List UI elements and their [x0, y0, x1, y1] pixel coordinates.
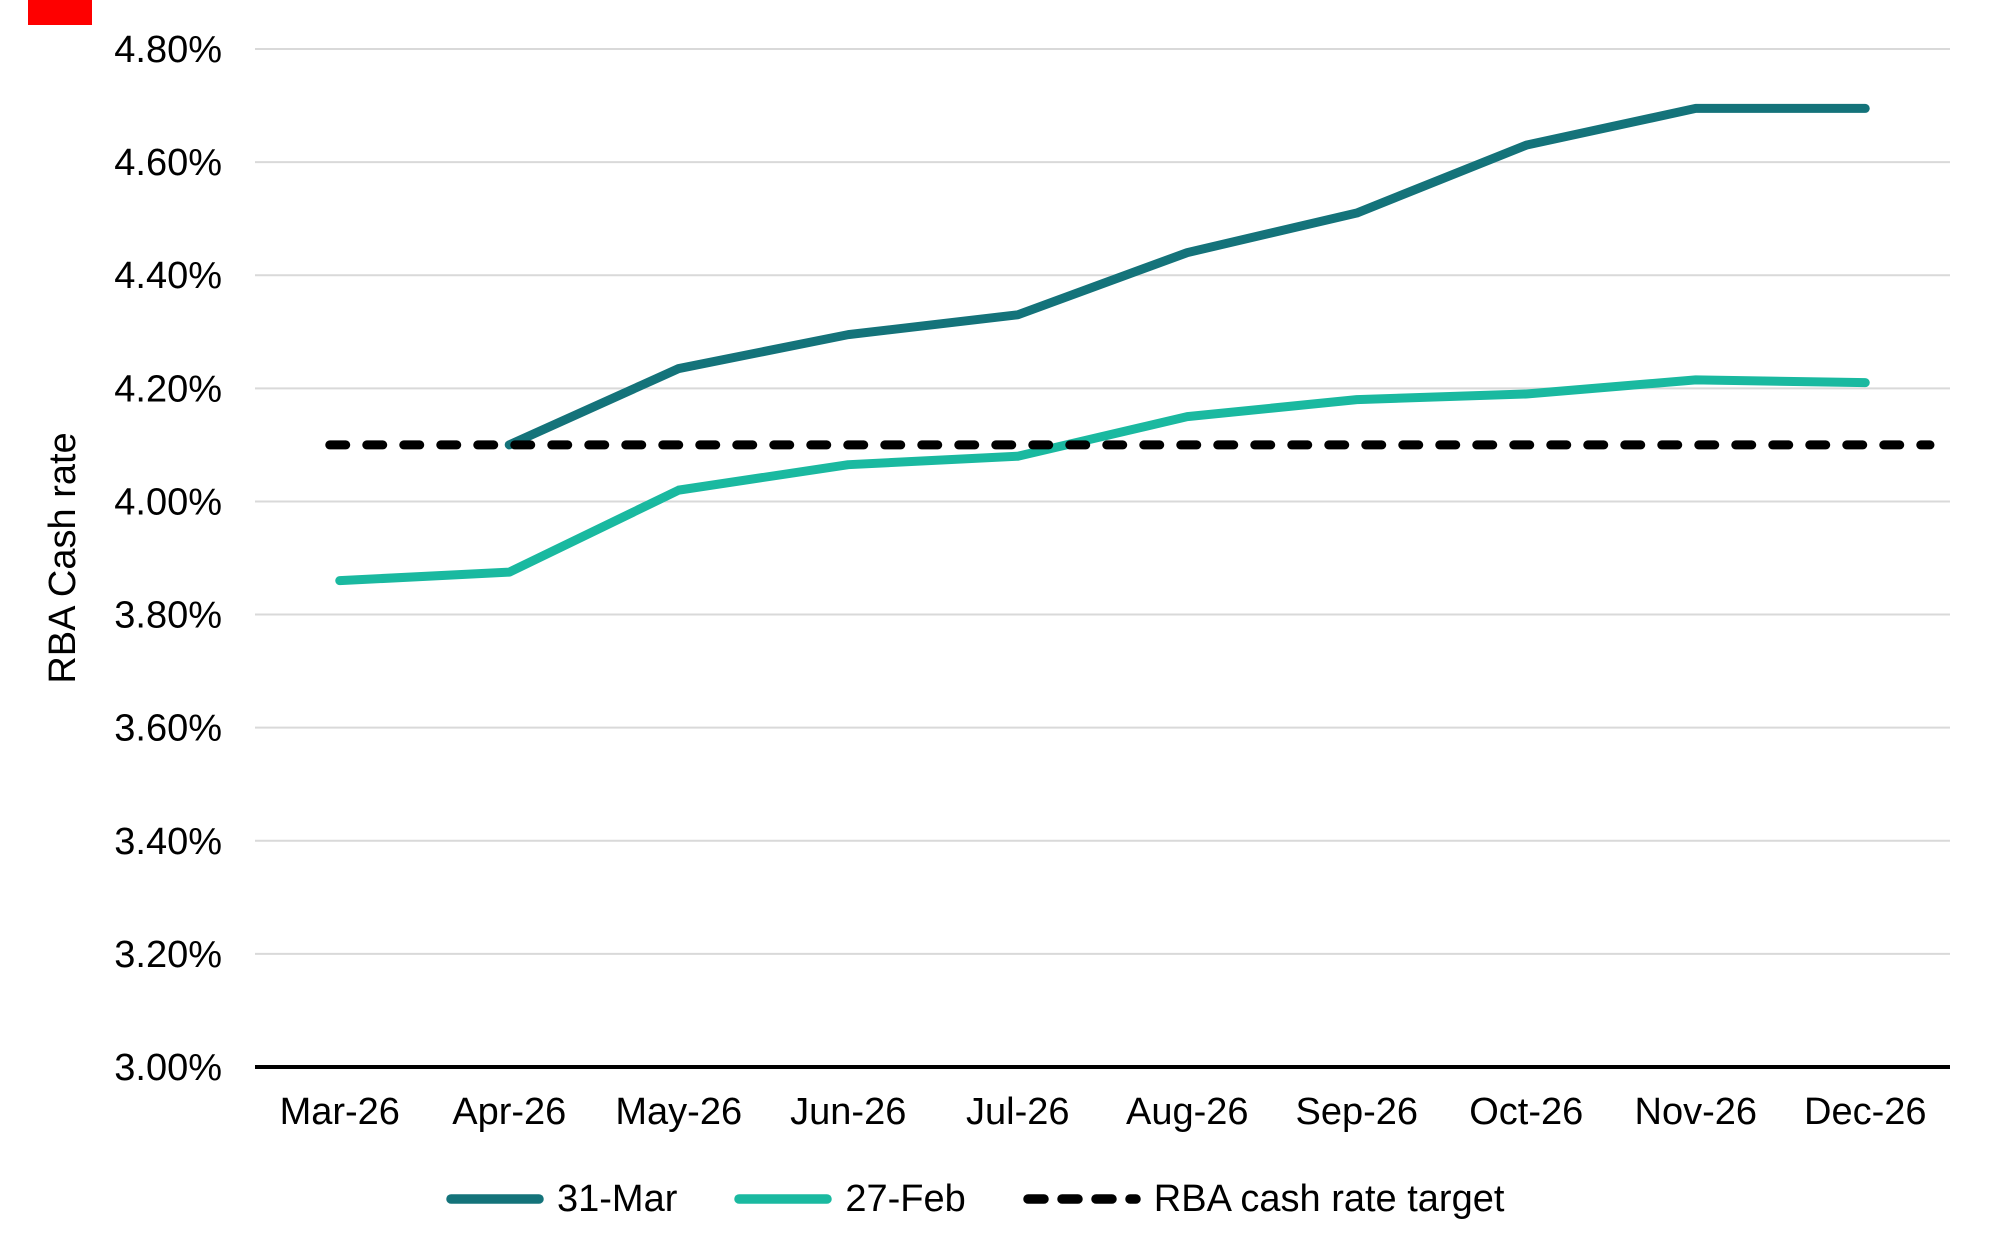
- y-tick-label: 4.20%: [114, 368, 222, 410]
- y-tick-label: 4.40%: [114, 255, 222, 297]
- x-tick-label: Jun-26: [790, 1091, 906, 1133]
- x-tick-label: Dec-26: [1804, 1091, 1927, 1133]
- y-tick-label: 3.40%: [114, 821, 222, 863]
- y-tick-label: 4.80%: [114, 29, 222, 71]
- x-tick-label: Sep-26: [1295, 1091, 1418, 1133]
- series-line-31-Mar: [504, 103, 1870, 450]
- legend-label: RBA cash rate target: [1153, 1178, 1505, 1220]
- axis-labels: 3.00% 3.20% 3.40% 3.60% 3.80% 4.00% 4.20% 4.40%…: [114, 29, 1926, 1133]
- legend-label: 27-Feb: [845, 1178, 966, 1220]
- y-tick-label: 3.20%: [114, 934, 222, 976]
- legend-item: 27-Feb: [733, 1178, 966, 1220]
- legend-item: 31-Mar: [445, 1180, 677, 1218]
- legend-swatch-dashed: [1023, 1194, 1141, 1204]
- x-tick-label: Nov-26: [1635, 1091, 1758, 1133]
- x-tick-label: Jul-26: [966, 1091, 1070, 1133]
- x-tick-label: Apr-26: [452, 1091, 566, 1133]
- legend-swatch-solid: [734, 1194, 833, 1204]
- legend-label: 31-Mar: [557, 1178, 678, 1220]
- series-line-27-Feb: [335, 375, 1870, 586]
- gridlines: [255, 48, 1950, 1069]
- y-tick-label: 3.60%: [114, 708, 222, 750]
- x-tick-label: Oct-26: [1469, 1091, 1583, 1133]
- red-marker: [28, 0, 92, 25]
- y-tick-label: 4.60%: [114, 142, 222, 184]
- series-lines: [325, 103, 1935, 586]
- y-tick-label: 3.80%: [114, 595, 222, 637]
- y-axis-title: RBA Cash rate: [42, 432, 84, 683]
- legend-item: RBA cash rate target: [1022, 1178, 1505, 1220]
- x-tick-label: May-26: [615, 1091, 742, 1133]
- legend-swatch-solid: [446, 1194, 544, 1204]
- legend: 31-Mar 27-Feb RBA cash rate target: [445, 1180, 1504, 1218]
- y-tick-label: 3.00%: [114, 1047, 222, 1089]
- x-tick-label: Mar-26: [280, 1091, 400, 1133]
- y-tick-label: 4.00%: [114, 481, 222, 523]
- x-tick-label: Aug-26: [1126, 1091, 1249, 1133]
